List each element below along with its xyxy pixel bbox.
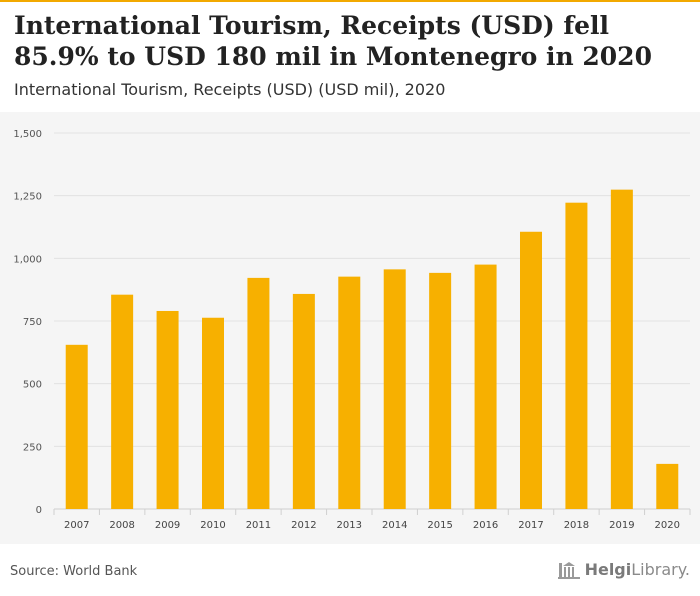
y-tick-label: 750 [23, 317, 42, 328]
bar-chart: 0 250 500 750 1,000 1,250 1,500 2007 2008 2009 201… [13, 129, 691, 531]
bar [383, 269, 406, 509]
x-tick-label: 2015 [427, 520, 452, 531]
x-tick-label: 2014 [382, 520, 407, 531]
x-tick-label: 2011 [246, 520, 271, 531]
top-accent-rule [0, 0, 700, 2]
bar [429, 272, 452, 509]
bar [292, 293, 315, 509]
bar [156, 310, 179, 509]
x-tick-label: 2013 [337, 520, 362, 531]
bar [474, 264, 497, 509]
y-tick-label: 500 [23, 380, 42, 391]
x-tick-label: 2019 [609, 520, 634, 531]
bar [520, 231, 542, 509]
x-tick-label: 2007 [64, 520, 89, 531]
y-tick-label: 250 [23, 442, 42, 453]
library-building-icon [557, 561, 580, 579]
x-tick-label: 2009 [155, 520, 180, 531]
x-tick-label: 2010 [200, 520, 225, 531]
bar [565, 202, 588, 509]
chart-subtitle: International Tourism, Receipts (USD) (U… [14, 80, 446, 99]
bar [65, 344, 88, 509]
x-tick-label: 2008 [109, 520, 134, 531]
bar [247, 277, 270, 509]
chart-panel: 0 250 500 750 1,000 1,250 1,500 2007 2008 2009 201… [0, 112, 700, 544]
source-note: Source: World Bank [10, 564, 138, 579]
helgi-library-logo: HelgiLibrary. [557, 560, 690, 579]
bar [111, 294, 134, 509]
x-tick-label: 2016 [473, 520, 498, 531]
y-tick-label: 1,250 [13, 192, 42, 203]
bar [202, 317, 224, 509]
chart-title: International Tourism, Receipts (USD) fe… [14, 11, 652, 71]
y-tick-label: 1,500 [13, 129, 42, 140]
y-tick-label: 0 [36, 505, 42, 516]
x-tick-label: 2012 [291, 520, 316, 531]
bar [656, 463, 679, 509]
logo-text-bold: Helgi [584, 560, 632, 579]
x-tick-label: 2020 [655, 520, 680, 531]
x-tick-label: 2018 [564, 520, 589, 531]
y-tick-label: 1,000 [13, 254, 42, 265]
bar [610, 189, 633, 509]
bar [338, 276, 361, 509]
x-tick-label: 2017 [518, 520, 543, 531]
logo-text-light: Library. [631, 560, 690, 579]
